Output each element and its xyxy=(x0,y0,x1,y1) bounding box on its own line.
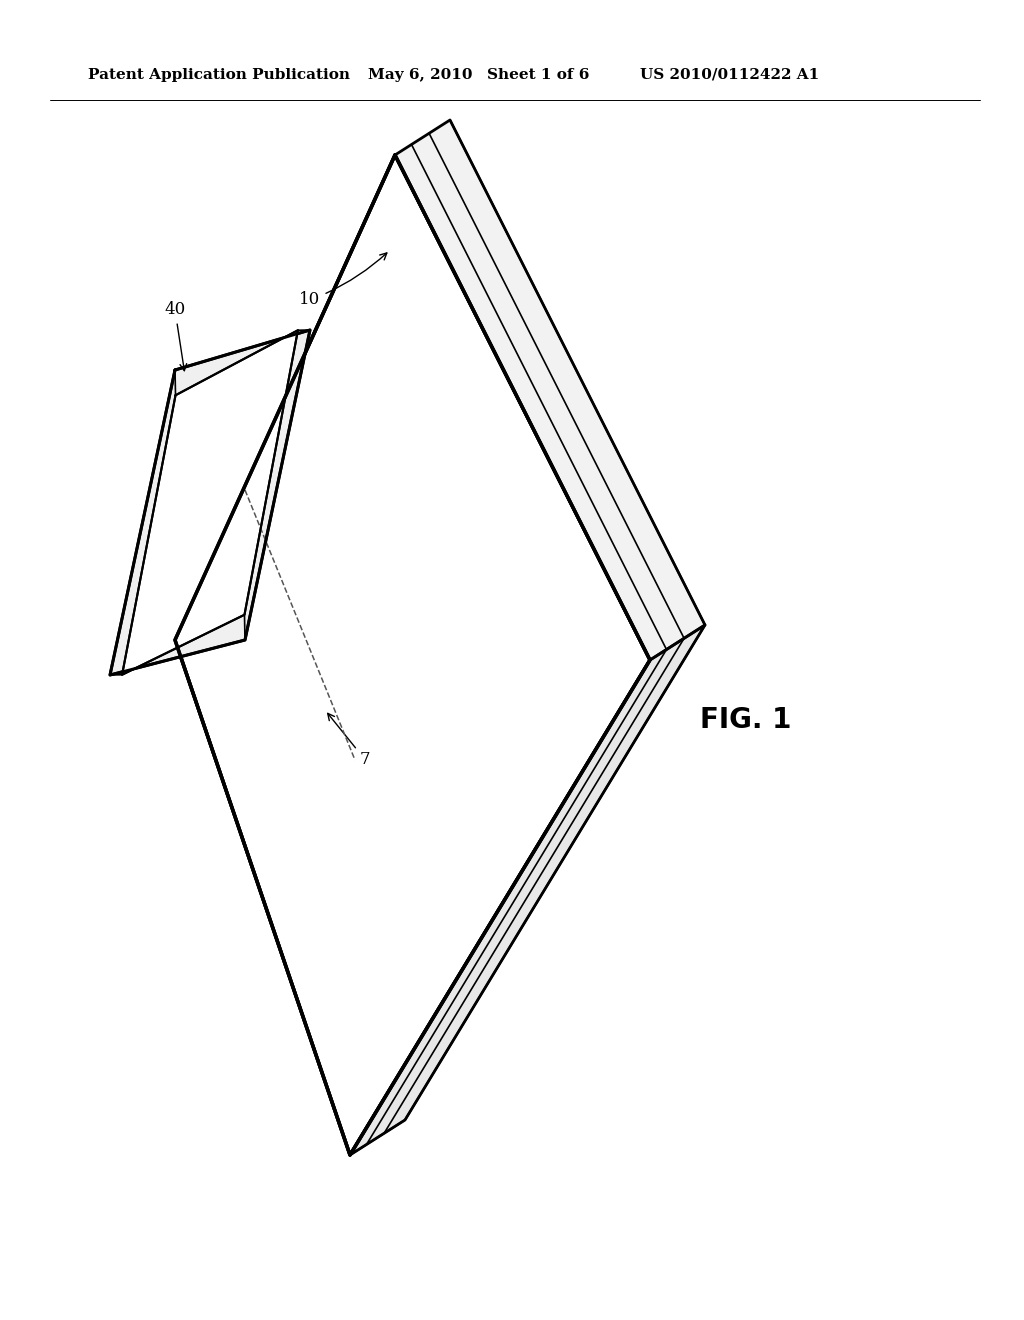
Polygon shape xyxy=(350,624,705,1155)
Polygon shape xyxy=(122,330,298,675)
Text: 7: 7 xyxy=(328,713,371,768)
Text: FIG. 1: FIG. 1 xyxy=(700,706,792,734)
Text: Sheet 1 of 6: Sheet 1 of 6 xyxy=(487,69,590,82)
Polygon shape xyxy=(175,154,650,1155)
Text: Patent Application Publication: Patent Application Publication xyxy=(88,69,350,82)
Text: 10: 10 xyxy=(299,253,387,309)
Text: US 2010/0112422 A1: US 2010/0112422 A1 xyxy=(640,69,819,82)
Polygon shape xyxy=(395,120,705,660)
Text: 40: 40 xyxy=(165,301,186,371)
Text: May 6, 2010: May 6, 2010 xyxy=(368,69,472,82)
Polygon shape xyxy=(110,330,310,675)
